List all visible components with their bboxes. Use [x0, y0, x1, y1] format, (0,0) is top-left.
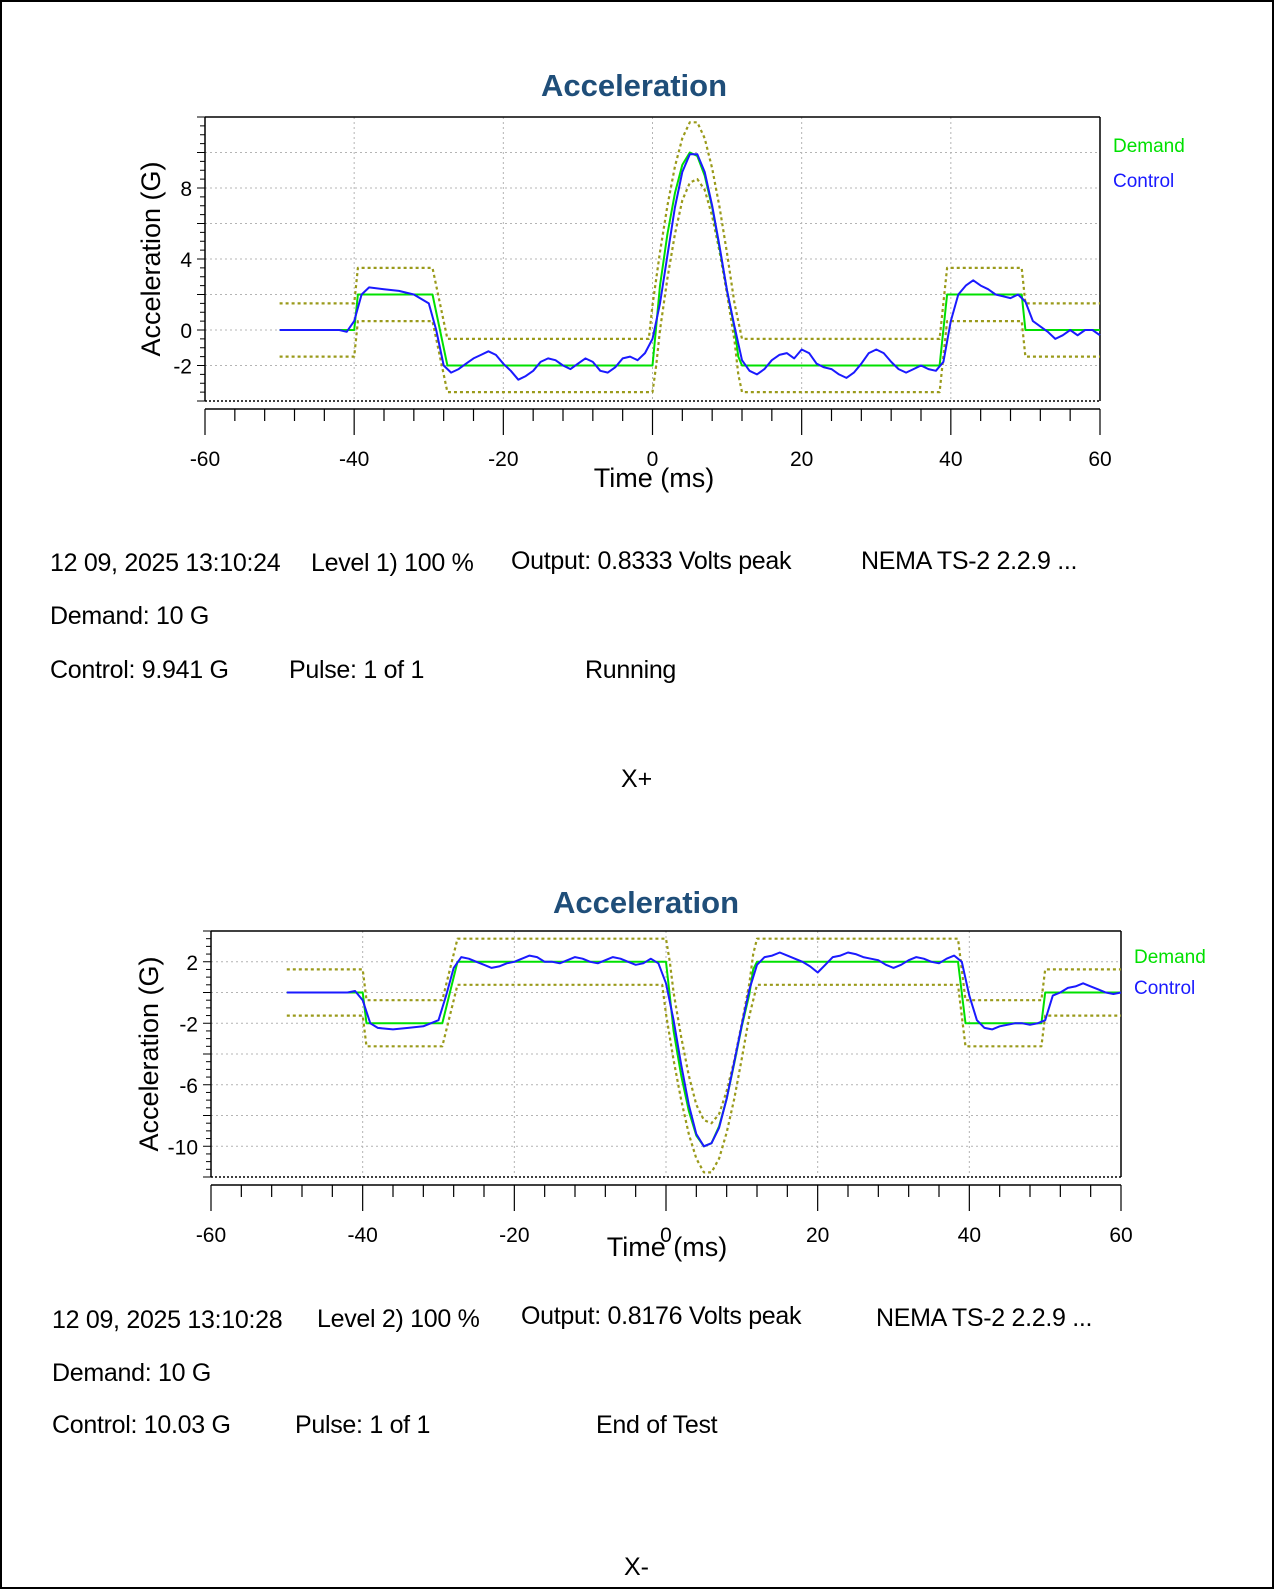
upper-tolerance-line [286, 937, 1121, 1125]
x-axis-label: Time (ms) [594, 463, 714, 493]
x-tick-label: 40 [958, 1224, 981, 1247]
chart-title: Acceleration [541, 68, 727, 103]
y-tick-label: 8 [180, 178, 192, 201]
level-text: Level 1) 100 % [311, 549, 474, 577]
acceleration-chart-x-minus: Acceleration -60 -40 -20 0 20 40 60 -10 -6 -2 2 Time… [134, 885, 1206, 1262]
x-tick-label: 60 [1109, 1224, 1132, 1247]
x-tick-label: 20 [806, 1224, 829, 1247]
pulse-text: Pulse: 1 of 1 [295, 1411, 431, 1439]
control-text: Control: 9.941 G [50, 656, 229, 684]
x-tick-label: -60 [190, 448, 220, 471]
control-text: Control: 10.03 G [52, 1411, 231, 1439]
legend-demand: Demand [1134, 947, 1206, 968]
y-tick-label: 2 [186, 952, 198, 975]
level-text: Level 2) 100 % [317, 1305, 480, 1333]
y-tick-label: 4 [180, 249, 192, 272]
run-datetime: 12 09, 2025 13:10:24 [50, 549, 281, 577]
y-tick-label: 0 [180, 320, 192, 343]
upper-tolerance-line [279, 121, 1100, 340]
run-datetime: 12 09, 2025 13:10:28 [52, 1306, 283, 1334]
x-tick-label: 60 [1088, 448, 1111, 471]
x-tick-label: -20 [488, 448, 518, 471]
standard-text: NEMA TS-2 2.2.9 ... [876, 1304, 1093, 1332]
control-line [286, 951, 1122, 1148]
x-tick-label: 0 [647, 448, 659, 471]
legend-control: Control [1113, 171, 1174, 192]
y-axis-label: Acceleration (G) [136, 161, 166, 356]
y-tick-label: -2 [179, 1013, 198, 1036]
x-tick-label: -40 [347, 1224, 377, 1247]
lower-tolerance-line [286, 983, 1121, 1174]
y-axis-label: Acceleration (G) [134, 956, 164, 1151]
lower-tolerance-line [279, 178, 1100, 394]
x-tick-label: -40 [339, 448, 369, 471]
control-line [279, 153, 1101, 381]
legend-demand: Demand [1113, 136, 1185, 157]
x-tick-label: -20 [499, 1224, 529, 1247]
x-tick-label: 0 [660, 1224, 672, 1247]
y-tick-label: -6 [179, 1075, 198, 1098]
standard-text: NEMA TS-2 2.2.9 ... [861, 547, 1078, 575]
test-report-x-plus: Acceleration -60 -40 -20 0 20 40 60 -2 0 4 8 Time (m… [50, 68, 1185, 793]
output-text: Output: 0.8333 Volts peak [511, 547, 792, 575]
x-axis-label: Time (ms) [607, 1232, 727, 1262]
y-tick-label: -2 [173, 356, 192, 379]
demand-text: Demand: 10 G [50, 602, 209, 630]
axis-caption-x-minus: X- [624, 1553, 649, 1581]
x-tick-label: 20 [790, 448, 813, 471]
chart-title: Acceleration [553, 885, 739, 920]
axis-caption-x-plus: X+ [621, 765, 653, 793]
y-tick-label: -10 [168, 1136, 198, 1159]
x-tick-label: -60 [196, 1224, 226, 1247]
legend-control: Control [1134, 978, 1195, 999]
demand-text: Demand: 10 G [52, 1359, 211, 1387]
output-text: Output: 0.8176 Volts peak [521, 1302, 802, 1330]
status-text: Running [585, 656, 677, 684]
x-tick-label: 40 [939, 448, 962, 471]
pulse-text: Pulse: 1 of 1 [289, 656, 425, 684]
status-text: End of Test [596, 1411, 718, 1439]
